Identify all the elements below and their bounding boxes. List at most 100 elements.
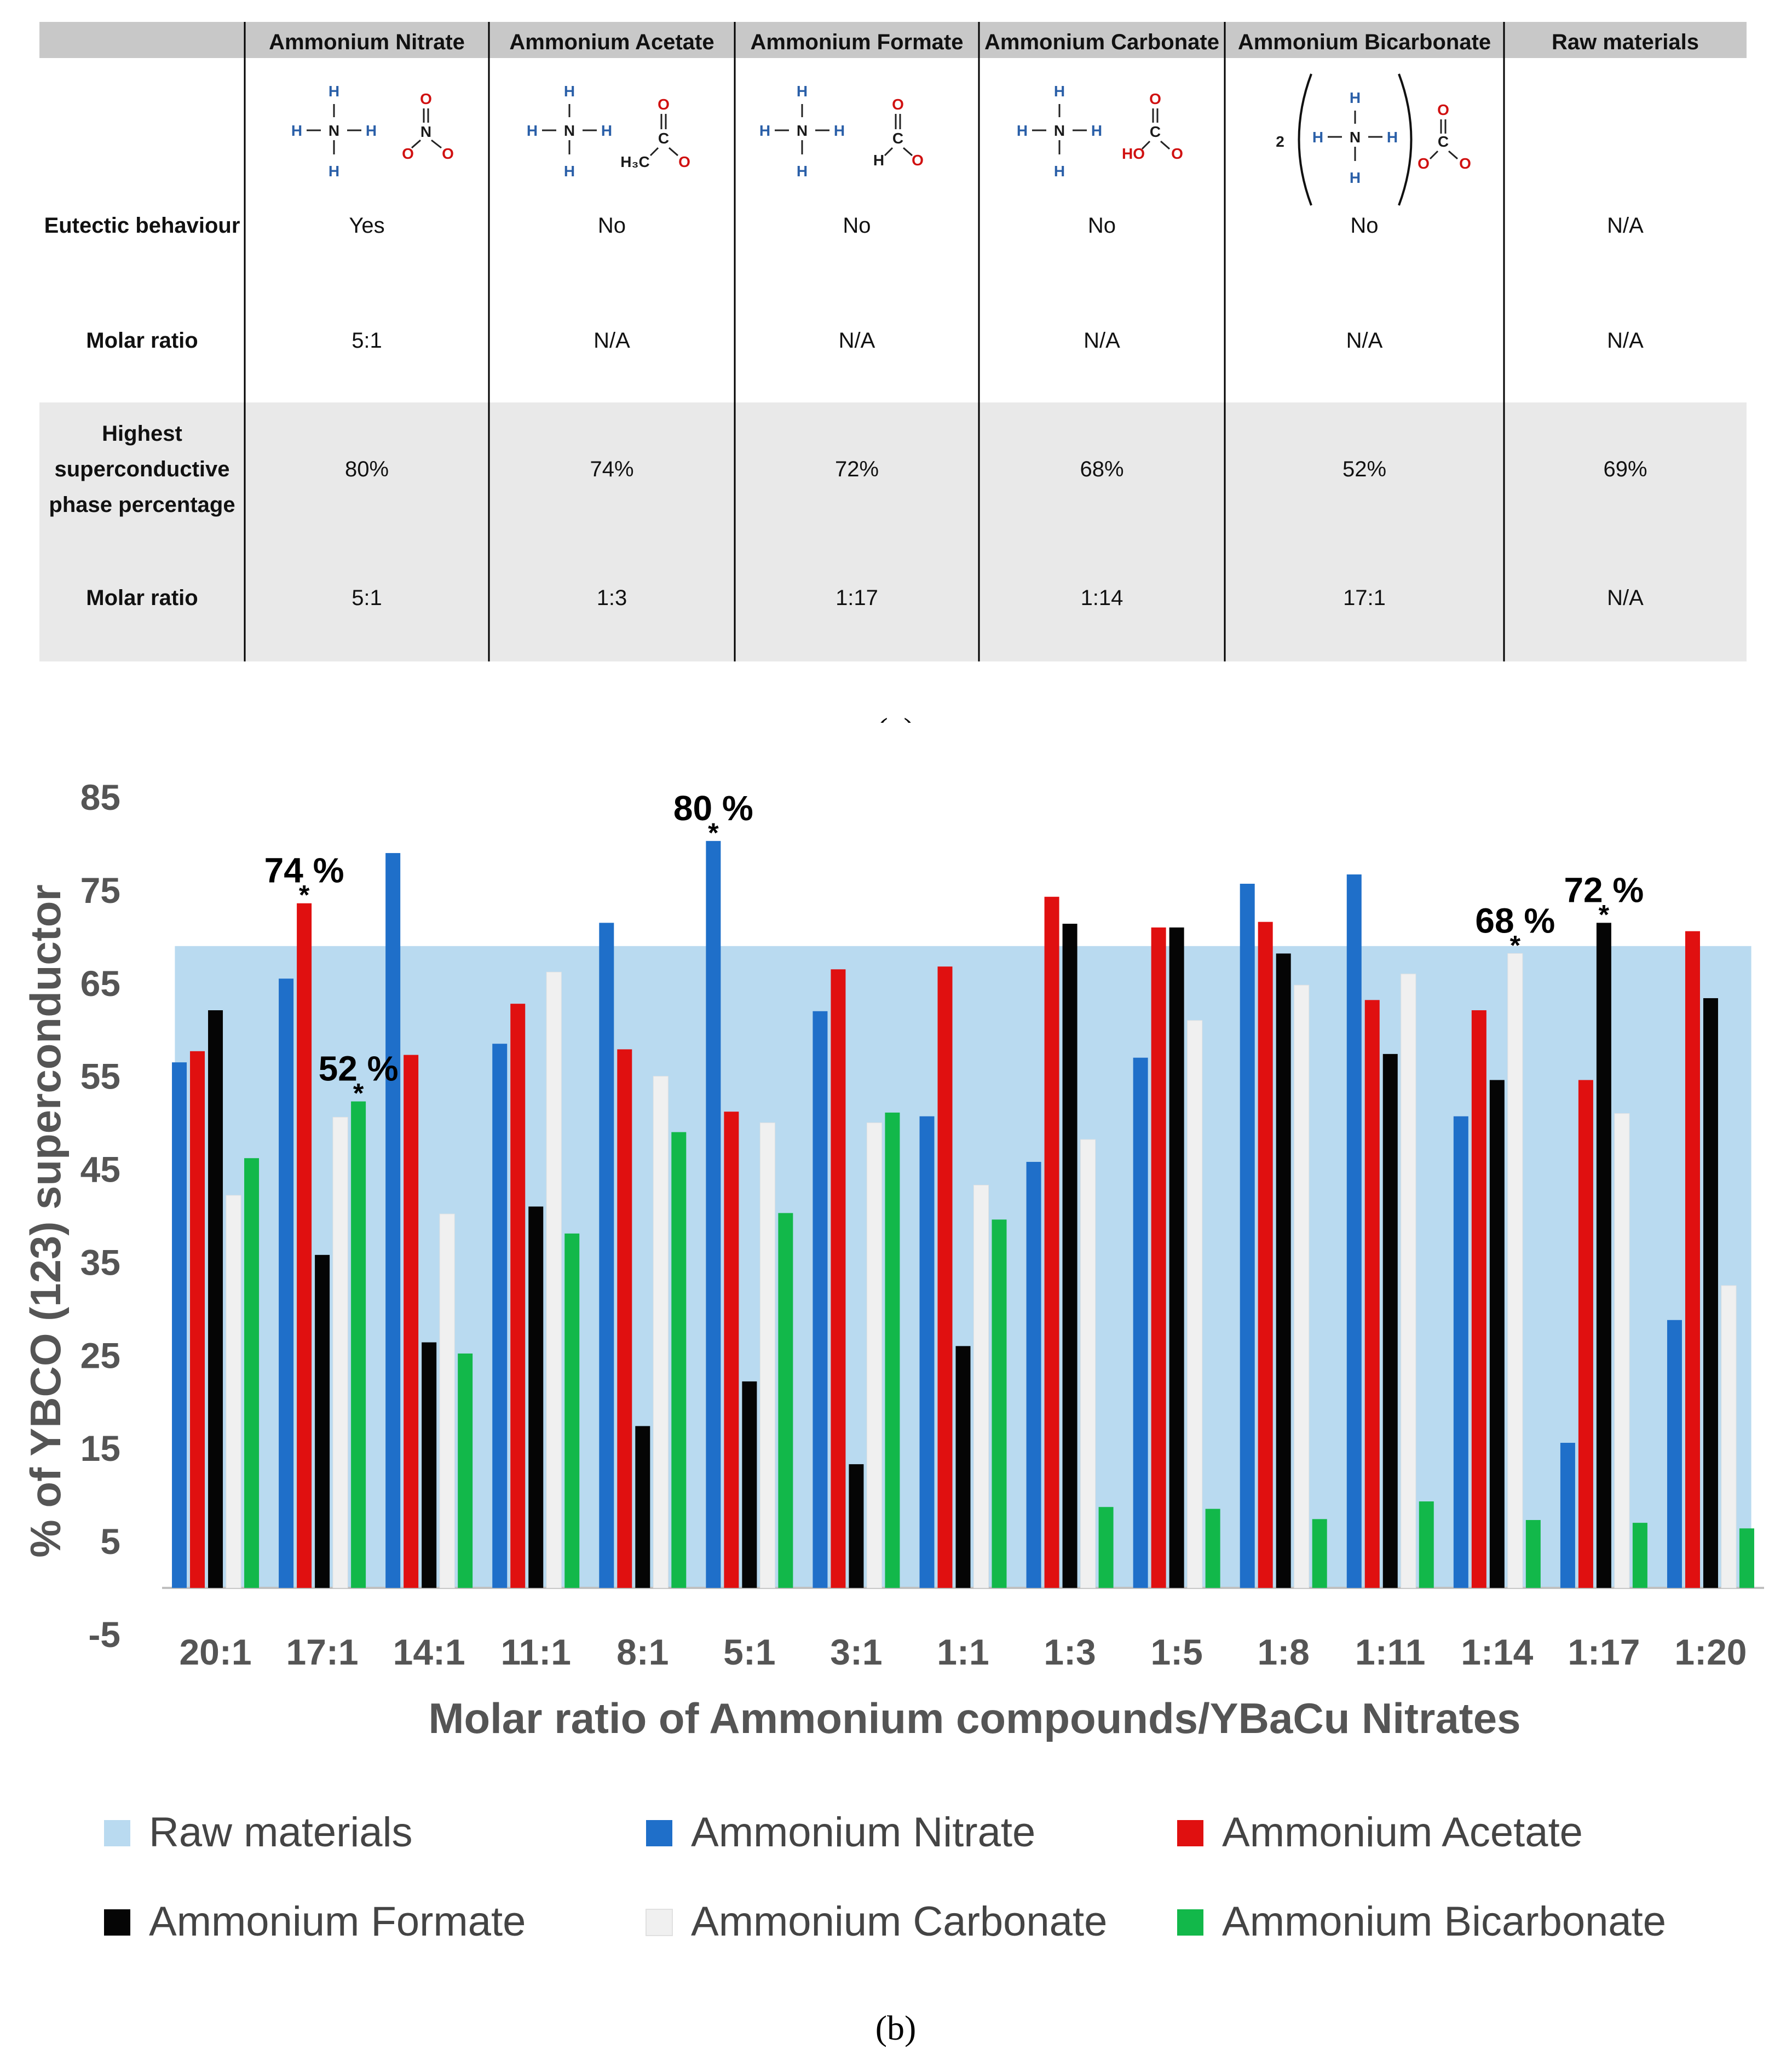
y-tick-label: 25: [80, 1335, 120, 1375]
legend-swatch: [1177, 1909, 1203, 1936]
bond-line: [669, 147, 678, 157]
x-tick-label: 1:17: [1568, 1632, 1640, 1672]
bar-ammonium-formate: [1062, 924, 1077, 1588]
bar-ammonium-carbonate: [1507, 953, 1523, 1588]
table-cell: N/A: [1607, 329, 1644, 353]
table-row-label: superconductive: [54, 457, 229, 481]
bar-ammonium-bicarbonate: [351, 1101, 366, 1588]
table-row-label: Molar ratio: [86, 329, 198, 353]
table-col-header: Raw materials: [1552, 30, 1699, 54]
x-tick-label: 17:1: [286, 1632, 359, 1672]
bar-ammonium-bicarbonate: [564, 1233, 580, 1588]
bond-line: [1448, 150, 1458, 160]
atom-label: H: [291, 122, 302, 139]
y-tick-label: 65: [80, 963, 120, 1004]
table-cell: 1:14: [1081, 586, 1123, 610]
table-cell: No: [598, 214, 626, 238]
atom-label: N: [329, 122, 339, 139]
peak-asterisk: *: [353, 1078, 364, 1109]
table-cell: Yes: [349, 214, 384, 238]
atom-label: H: [1312, 129, 1323, 146]
peak-label: 72 %: [1564, 870, 1644, 909]
bar-ammonium-acetate: [1578, 1080, 1593, 1588]
atom-label: O: [442, 145, 454, 162]
bar-ammonium-formate: [955, 1346, 971, 1588]
bond-line: [1160, 140, 1170, 150]
atom-label: H: [1054, 163, 1065, 180]
bar-ammonium-bicarbonate: [671, 1132, 687, 1588]
atom-label: N: [1350, 129, 1361, 146]
table-cell: 1:17: [836, 586, 878, 610]
bar-ammonium-acetate: [297, 903, 312, 1588]
bond-line: [903, 147, 913, 157]
bar-ammonium-carbonate: [653, 1076, 669, 1588]
table-shaded-rows: [39, 402, 1747, 661]
bar-ammonium-acetate: [617, 1049, 632, 1588]
bar-ammonium-nitrate: [1346, 874, 1362, 1588]
bar-ammonium-bicarbonate: [1632, 1523, 1647, 1588]
bar-ammonium-carbonate: [546, 971, 562, 1588]
atom-label: C: [1438, 133, 1449, 150]
bar-ammonium-formate: [1703, 998, 1718, 1588]
atom-label: H: [527, 122, 538, 139]
peak-asterisk: *: [299, 880, 310, 911]
legend-label: Ammonium Acetate: [1222, 1809, 1583, 1856]
bar-ammonium-formate: [1276, 953, 1291, 1588]
bar-ammonium-bicarbonate: [1205, 1508, 1220, 1588]
bar-ammonium-bicarbonate: [1739, 1528, 1754, 1588]
bar-ammonium-carbonate: [1080, 1139, 1096, 1588]
x-tick-label: 1:5: [1150, 1632, 1202, 1672]
table-row-label: phase percentage: [49, 493, 235, 517]
y-axis-title: % of YBCO (123) superconductor: [21, 884, 70, 1557]
atom-label: H: [564, 163, 575, 180]
atom-label: H: [329, 83, 339, 100]
table-cell: 17:1: [1343, 586, 1386, 610]
bar-ammonium-nitrate: [1560, 1443, 1575, 1588]
atom-label: H: [873, 152, 884, 169]
atom-label: O: [1459, 155, 1471, 172]
x-tick-label: 1:20: [1674, 1632, 1747, 1672]
atom-label: O: [912, 152, 924, 169]
bar-ammonium-nitrate: [492, 1044, 508, 1588]
table-cell: N/A: [1607, 586, 1644, 610]
bar-ammonium-nitrate: [385, 853, 401, 1588]
bar-ammonium-formate: [635, 1426, 650, 1588]
table-cell: 52%: [1342, 457, 1386, 481]
peak-asterisk: *: [1599, 899, 1610, 930]
bar-ammonium-nitrate: [1133, 1057, 1148, 1588]
table-cell: N/A: [1607, 214, 1644, 238]
atom-label: O: [1418, 155, 1430, 172]
atom-label: O: [420, 90, 432, 107]
table-cell: 80%: [345, 457, 389, 481]
bond-line: [884, 147, 894, 157]
y-tick-label: 45: [80, 1149, 120, 1190]
peak-asterisk: *: [1510, 930, 1521, 960]
x-tick-label: 14:1: [393, 1632, 465, 1672]
bar-ammonium-carbonate: [759, 1122, 775, 1588]
bar-ammonium-acetate: [190, 1051, 205, 1588]
table-row-label: Molar ratio: [86, 586, 198, 610]
bar-ammonium-bicarbonate: [458, 1353, 473, 1588]
peak-label: 74 %: [264, 851, 344, 890]
table-cell: 68%: [1080, 457, 1123, 481]
bar-ammonium-carbonate: [332, 1116, 348, 1588]
bar-ammonium-carbonate: [1401, 974, 1416, 1588]
atom-label: C: [1150, 123, 1161, 140]
bracket-left: [1298, 73, 1312, 206]
bar-ammonium-formate: [1489, 1080, 1505, 1588]
y-tick-label: 5: [100, 1521, 120, 1562]
table-col-header: Ammonium Nitrate: [269, 30, 465, 54]
bar-ammonium-formate: [1596, 923, 1611, 1588]
peak-asterisk: *: [708, 817, 719, 848]
atom-label: N: [420, 123, 431, 140]
legend-swatch: [104, 1909, 130, 1936]
bond-line: [1141, 140, 1151, 150]
bar-ammonium-bicarbonate: [778, 1213, 793, 1588]
bar-ammonium-nitrate: [1667, 1320, 1682, 1588]
atom-label: H: [1387, 129, 1398, 146]
bar-ammonium-bicarbonate: [244, 1158, 260, 1588]
bar-ammonium-acetate: [1471, 1010, 1486, 1588]
legend-swatch: [1177, 1820, 1203, 1846]
bar-ammonium-carbonate: [973, 1184, 989, 1588]
